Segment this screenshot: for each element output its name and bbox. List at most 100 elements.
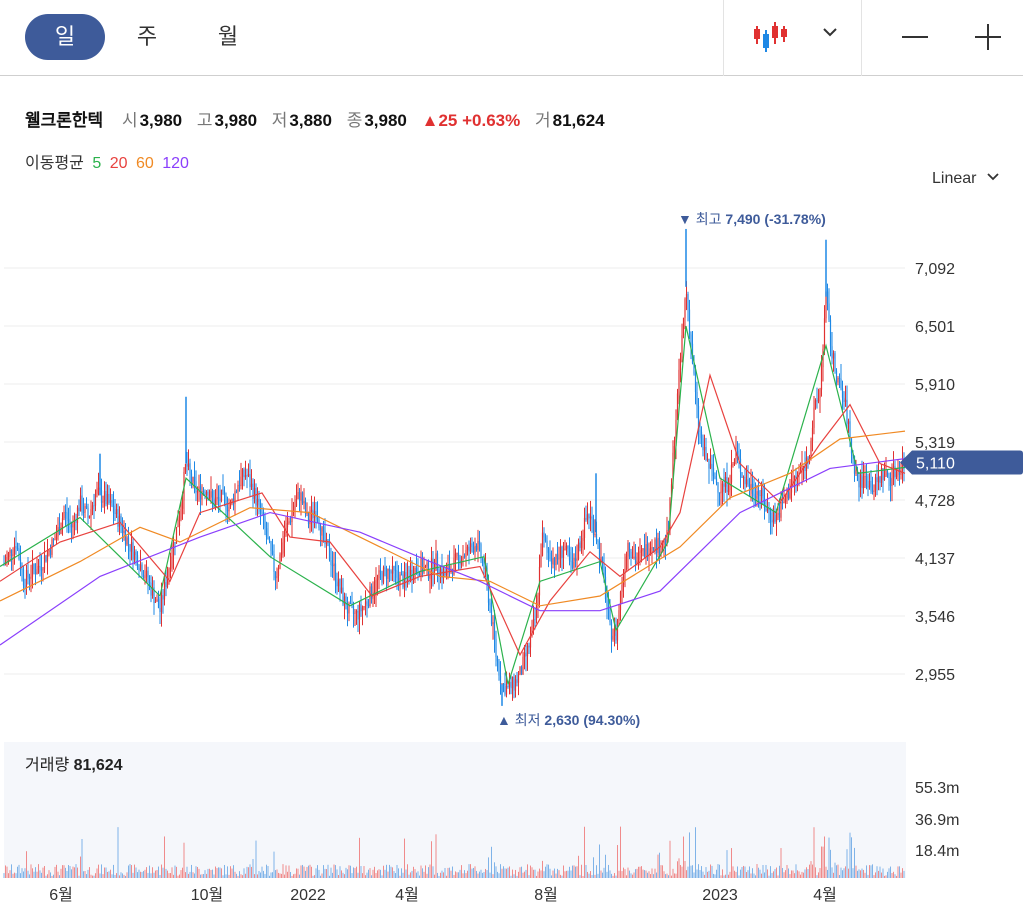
volume-bar [453,874,455,878]
plus-icon[interactable] [973,22,1003,57]
volume-bar [231,868,233,878]
candle-body [499,675,502,684]
volume-bar [263,870,264,878]
candle-body [328,545,331,560]
volume-bar [291,875,293,878]
candle-body [51,539,53,555]
candle-body [850,438,853,454]
tab-week[interactable]: 주 [136,24,158,49]
volume-bar [243,868,245,878]
candle-body [168,568,170,577]
chevron-down-icon[interactable] [820,22,840,47]
volume-bar [249,864,251,878]
volume-bar [324,868,326,878]
volume-bar [335,865,336,878]
candle-body [120,515,122,526]
candle-body [678,369,680,394]
volume-bar [783,872,785,878]
candle-body [234,491,236,504]
ma120-legend[interactable]: 120 [162,155,189,172]
volume-bar [32,868,33,878]
candle-body [861,474,863,489]
volume-bar [281,873,282,878]
volume-bar [597,873,599,878]
tab-day[interactable]: 일 [25,14,105,60]
candlestick-icon[interactable] [752,20,792,59]
candle-body [807,457,809,463]
volume-bar [791,870,792,878]
change-percent: +0.63% [462,111,521,130]
volume-bar [137,872,138,878]
volume-bar [225,874,227,878]
candle-body [13,546,16,555]
volume-bar [809,864,810,878]
candle-body [487,581,490,603]
minus-icon[interactable] [900,22,930,57]
volume-bar [896,875,897,878]
volume-bar [570,870,572,878]
candle-body [636,560,638,564]
candle-body [193,476,196,482]
candle-body [570,560,572,562]
ma20-legend[interactable]: 20 [109,155,128,172]
candle-body [247,474,250,476]
candle-body [574,557,577,561]
candle-body [246,475,248,477]
volume-bar [233,865,234,878]
volume-bar [561,875,563,878]
candle-body [484,567,487,570]
volume-bar [21,868,23,878]
candle-body [124,530,127,545]
volume-bar [251,866,252,878]
candle-body [337,578,340,587]
candle-body [466,546,469,551]
candle-body [660,551,662,556]
candle-body [85,506,88,508]
candle-body [706,459,709,461]
volume-bar [201,874,203,878]
candle-body [823,318,826,349]
candle-body [315,511,317,517]
volume-bar [563,865,564,878]
volume-title-value: 81,624 [74,757,123,774]
volume-bar [627,867,629,878]
candle-body [432,558,434,574]
candle-body [646,544,649,557]
volume-bar [675,873,677,878]
volume-bar [759,869,761,878]
candle-body [52,539,55,541]
candle-body [777,512,779,515]
candle-body [555,554,557,566]
low-label: 저 [271,111,288,130]
ma60-legend[interactable]: 60 [135,155,154,172]
candle-body [108,493,110,503]
low-value: 3,880 [289,111,332,130]
candle-body [622,573,625,585]
tab-month[interactable]: 월 [217,24,239,49]
volume-bar [794,873,795,878]
volume-bar [474,866,476,878]
candle-body [486,567,488,582]
volume-bar [476,870,477,878]
volume-bar [693,872,695,878]
volume-bar [333,864,335,878]
candle-body [288,521,290,524]
volume-bar [495,866,497,878]
volume-bar [326,869,327,878]
volume-bar [401,868,402,878]
candle-body [426,562,428,567]
volume-bar [458,872,459,878]
volume-bar [657,854,659,878]
candle-body [412,578,415,580]
volume-bar [276,869,278,878]
candle-body [642,548,644,551]
volume-bar [146,867,147,878]
scale-select[interactable]: Linear [932,170,1001,188]
candle-body [405,572,407,577]
candle-body [559,546,562,559]
volume-bar [792,870,794,878]
candle-body [345,596,347,610]
candle-body [639,551,641,553]
ma5-legend[interactable]: 5 [92,155,102,172]
candle-body [169,567,172,569]
